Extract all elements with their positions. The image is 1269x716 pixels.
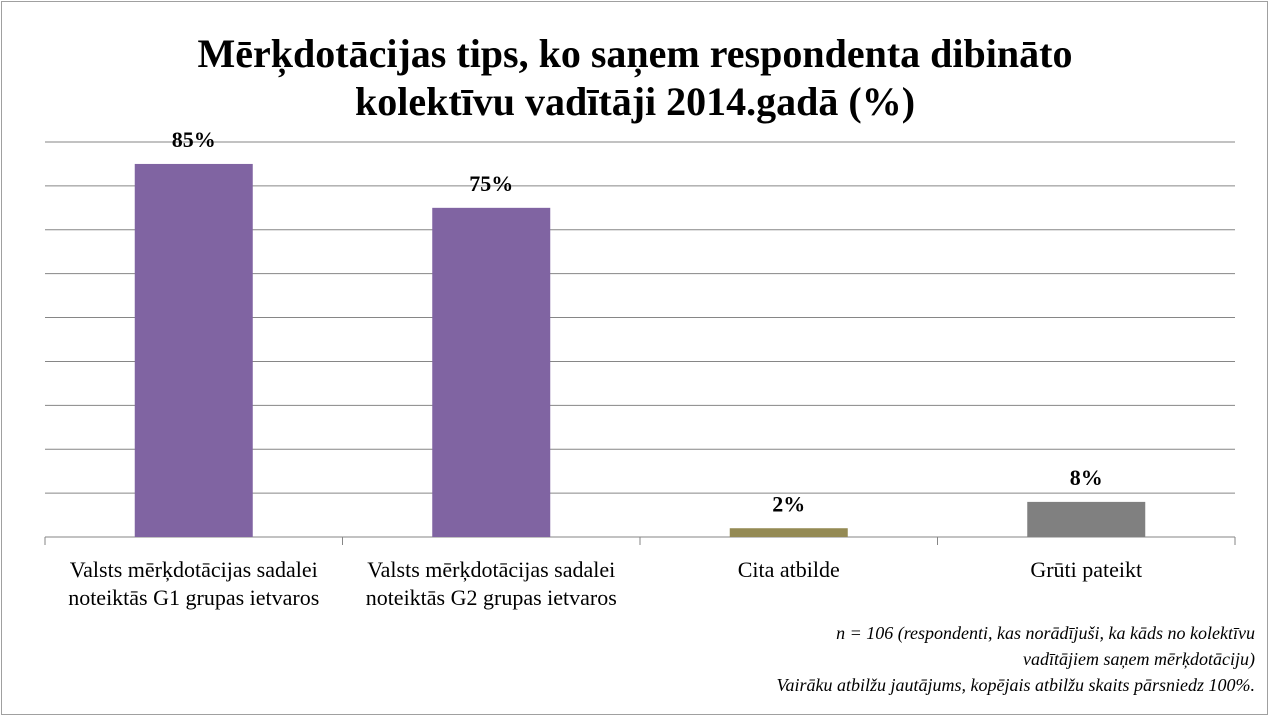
x-tick-label: Valsts mērķdotācijas sadalei noteiktās G… bbox=[365, 557, 617, 610]
x-tick-label: Cita atbilde bbox=[737, 557, 840, 582]
x-tick-label: Valsts mērķdotācijas sadalei noteiktās G… bbox=[68, 557, 320, 610]
data-label: 8% bbox=[1070, 465, 1103, 490]
footnote: vadītājiem saņem mērķdotāciju) bbox=[1023, 649, 1255, 669]
footnote: Vairāku atbilžu jautājums, kopējais atbi… bbox=[776, 675, 1255, 695]
footnote: n = 106 (respondenti, kas norādījuši, ka… bbox=[836, 623, 1255, 643]
data-label: 75% bbox=[469, 171, 513, 196]
data-label: 2% bbox=[772, 491, 805, 516]
chart-title: Mērķdotācijas tips, ko saņem respondenta… bbox=[197, 31, 1073, 124]
bar bbox=[432, 207, 551, 538]
x-tick-label: Grūti pateikt bbox=[1030, 557, 1143, 582]
bar bbox=[134, 163, 253, 537]
bar bbox=[1027, 501, 1146, 537]
bar bbox=[729, 528, 848, 537]
data-label: 85% bbox=[172, 127, 216, 152]
